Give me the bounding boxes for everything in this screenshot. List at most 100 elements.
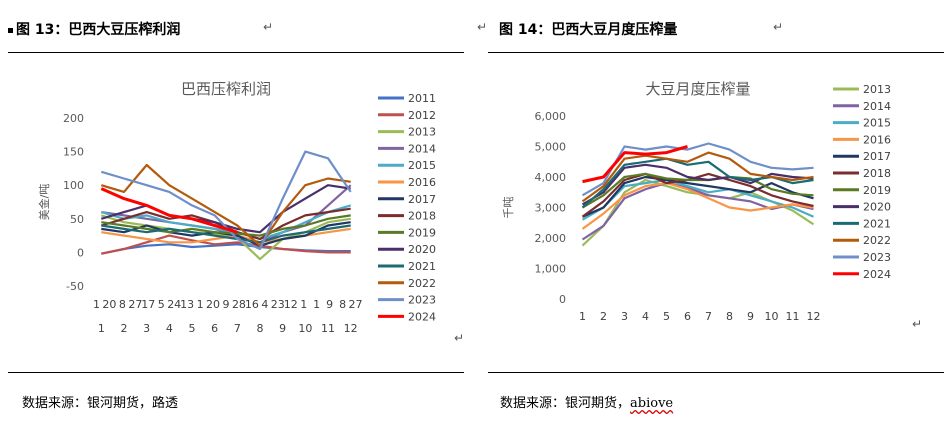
return-mark-icon: ↵ — [773, 20, 784, 34]
x-tick-month-label: 1 — [98, 322, 105, 335]
profit-chart: 巴西压榨利润200150100500-50美金/吨201120122013201… — [37, 80, 436, 335]
x-tick-label: 9 — [747, 310, 754, 323]
crush-volume-chart: 大豆月度压榨量 6,000 5,000 4,000 3,000 2,000 1,000 0 千吨… — [502, 80, 891, 323]
legend-label-2019: 2019 — [863, 184, 891, 197]
x-tick-day-label: 28 — [232, 298, 246, 311]
legend-label-2016: 2016 — [408, 176, 436, 189]
right-figure-title: 图 14：巴西大豆月度压榨量 — [499, 22, 678, 38]
x-tick-day-label: 27 — [349, 298, 363, 311]
x-tick-day-label: 8 — [339, 298, 346, 311]
y-tick-label: 6,000 — [535, 110, 567, 123]
series-line-2024 — [100, 187, 238, 234]
series-line-2023 — [100, 150, 352, 251]
series-line-2022 — [100, 163, 351, 247]
x-tick-day-label: 23 — [271, 298, 285, 311]
x-tick-day-label: 9 — [326, 298, 333, 311]
legend-label-2013: 2013 — [863, 83, 891, 96]
right-source-prefix: 数据来源：银河期货， — [500, 396, 631, 411]
legend-label-2018: 2018 — [408, 210, 436, 223]
legend-label-2021: 2021 — [863, 217, 891, 230]
y-tick-label: 100 — [63, 179, 84, 192]
y-tick-label: 3,000 — [535, 202, 567, 215]
series-line-2014 — [581, 182, 814, 241]
x-tick-month-label: 8 — [257, 322, 264, 335]
y-tick-label: 50 — [70, 213, 84, 226]
legend-label-2023: 2023 — [408, 294, 436, 307]
chart-title: 巴西压榨利润 — [181, 80, 271, 98]
y-axis-label: 千吨 — [502, 197, 515, 219]
x-tick-day-label: 27 — [128, 298, 142, 311]
x-tick-month-label: 9 — [279, 322, 286, 335]
x-tick-day-label: 1 — [300, 298, 307, 311]
series-line-2012 — [101, 234, 351, 255]
y-tick-label: 4,000 — [535, 171, 567, 184]
x-tick-month-label: 12 — [344, 322, 358, 335]
x-tick-month-label: 4 — [166, 322, 173, 335]
x-tick-day-label: 9 — [223, 298, 230, 311]
right-top-rule — [488, 52, 944, 53]
return-mark-icon: ↵ — [454, 331, 465, 345]
legend-label-2022: 2022 — [408, 277, 436, 290]
right-source-note: 数据来源：银河期货，abiove — [500, 392, 673, 411]
x-tick-label: 12 — [807, 310, 821, 323]
x-tick-month-label: 3 — [143, 322, 150, 335]
series-line-2013 — [100, 214, 351, 261]
series-line-2020 — [100, 184, 351, 234]
legend-label-2017: 2017 — [408, 193, 436, 206]
x-tick-label: 8 — [726, 310, 733, 323]
series-line-2015 — [100, 204, 352, 241]
series-line-2024 — [582, 145, 688, 184]
return-mark-icon: ↵ — [263, 20, 274, 34]
x-tick-day-label: 20 — [102, 298, 116, 311]
x-tick-month-label: 7 — [234, 322, 241, 335]
x-tick-label: 2 — [600, 310, 607, 323]
series-line-2019 — [581, 172, 814, 209]
legend-label-2021: 2021 — [408, 260, 436, 273]
right-source-link: abiove — [630, 396, 674, 411]
x-tick-day-label: 1 — [93, 298, 100, 311]
legend-label-2020: 2020 — [408, 243, 436, 256]
series-line-2020 — [581, 163, 814, 206]
legend-label-2014: 2014 — [408, 142, 436, 155]
x-tick-day-label: 24 — [167, 298, 181, 311]
x-tick-month-label: 5 — [189, 322, 196, 335]
legend-label-2011: 2011 — [408, 92, 436, 105]
chart-title: 大豆月度压榨量 — [645, 80, 750, 98]
y-tick-label: 0 — [77, 246, 84, 259]
y-axis-label: 美金/吨 — [37, 184, 51, 221]
legend-label-2016: 2016 — [863, 133, 891, 146]
y-tick-label: 0 — [559, 293, 566, 306]
x-tick-day-label: 5 — [158, 298, 165, 311]
legend-label-2013: 2013 — [408, 126, 436, 139]
bullet-square-icon — [8, 27, 13, 33]
series-line-2016 — [581, 182, 814, 230]
legend-label-2014: 2014 — [863, 100, 891, 113]
series-line-2015 — [581, 178, 814, 221]
x-tick-label: 7 — [705, 310, 712, 323]
legend-label-2015: 2015 — [863, 117, 891, 130]
legend-label-2015: 2015 — [408, 159, 436, 172]
y-tick-label: 200 — [63, 112, 84, 125]
x-tick-label: 11 — [786, 310, 800, 323]
series-line-2018 — [581, 172, 814, 218]
left-top-rule — [8, 52, 464, 53]
x-tick-month-label: 2 — [121, 322, 128, 335]
x-tick-day-label: 17 — [141, 298, 155, 311]
series-line-2021 — [101, 224, 351, 244]
x-tick-day-label: 12 — [284, 298, 298, 311]
y-tick-label: 2,000 — [535, 232, 567, 245]
legend-label-2017: 2017 — [863, 150, 891, 163]
x-tick-label: 3 — [621, 310, 628, 323]
series-line-2019 — [101, 214, 351, 237]
y-tick-label: 150 — [63, 146, 84, 159]
legend-label-2023: 2023 — [863, 251, 891, 264]
x-tick-month-label: 6 — [211, 322, 218, 335]
x-tick-label: 10 — [765, 310, 779, 323]
legend-label-2020: 2020 — [863, 201, 891, 214]
series-line-2023 — [581, 142, 814, 197]
legend-label-2024: 2024 — [863, 268, 891, 281]
x-tick-day-label: 16 — [245, 298, 259, 311]
x-tick-label: 4 — [642, 310, 649, 323]
x-tick-label: 6 — [684, 310, 691, 323]
x-tick-day-label: 13 — [180, 298, 194, 311]
